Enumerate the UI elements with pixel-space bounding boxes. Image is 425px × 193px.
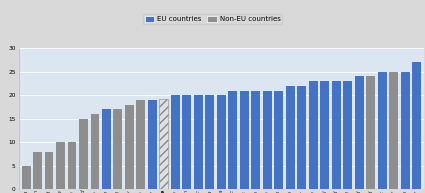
Bar xyxy=(56,142,65,189)
Bar xyxy=(113,109,122,189)
Bar xyxy=(182,95,191,189)
Bar xyxy=(45,152,54,189)
Bar xyxy=(240,91,249,189)
Bar xyxy=(355,76,364,189)
Bar xyxy=(252,91,261,189)
Bar xyxy=(171,95,180,189)
Bar xyxy=(91,114,99,189)
Bar xyxy=(320,81,329,189)
Bar xyxy=(298,86,306,189)
Bar xyxy=(366,76,375,189)
Bar xyxy=(332,81,341,189)
Bar xyxy=(286,86,295,189)
Bar xyxy=(343,81,352,189)
Bar xyxy=(136,100,145,189)
Bar xyxy=(217,95,226,189)
Bar xyxy=(194,95,203,189)
Bar xyxy=(309,81,318,189)
Bar xyxy=(33,152,42,189)
Bar xyxy=(68,142,76,189)
Bar xyxy=(412,62,421,189)
Bar xyxy=(102,109,111,189)
Bar xyxy=(228,91,238,189)
Bar xyxy=(205,95,215,189)
Bar xyxy=(79,119,88,189)
Bar xyxy=(159,99,168,189)
Bar xyxy=(148,100,157,189)
Bar xyxy=(401,72,410,189)
Bar xyxy=(378,72,387,189)
Bar xyxy=(22,166,31,189)
Bar xyxy=(125,105,134,189)
Legend: EU countries, Non-EU countries: EU countries, Non-EU countries xyxy=(142,14,283,25)
Bar xyxy=(263,91,272,189)
Bar xyxy=(389,72,398,189)
Bar xyxy=(275,91,283,189)
